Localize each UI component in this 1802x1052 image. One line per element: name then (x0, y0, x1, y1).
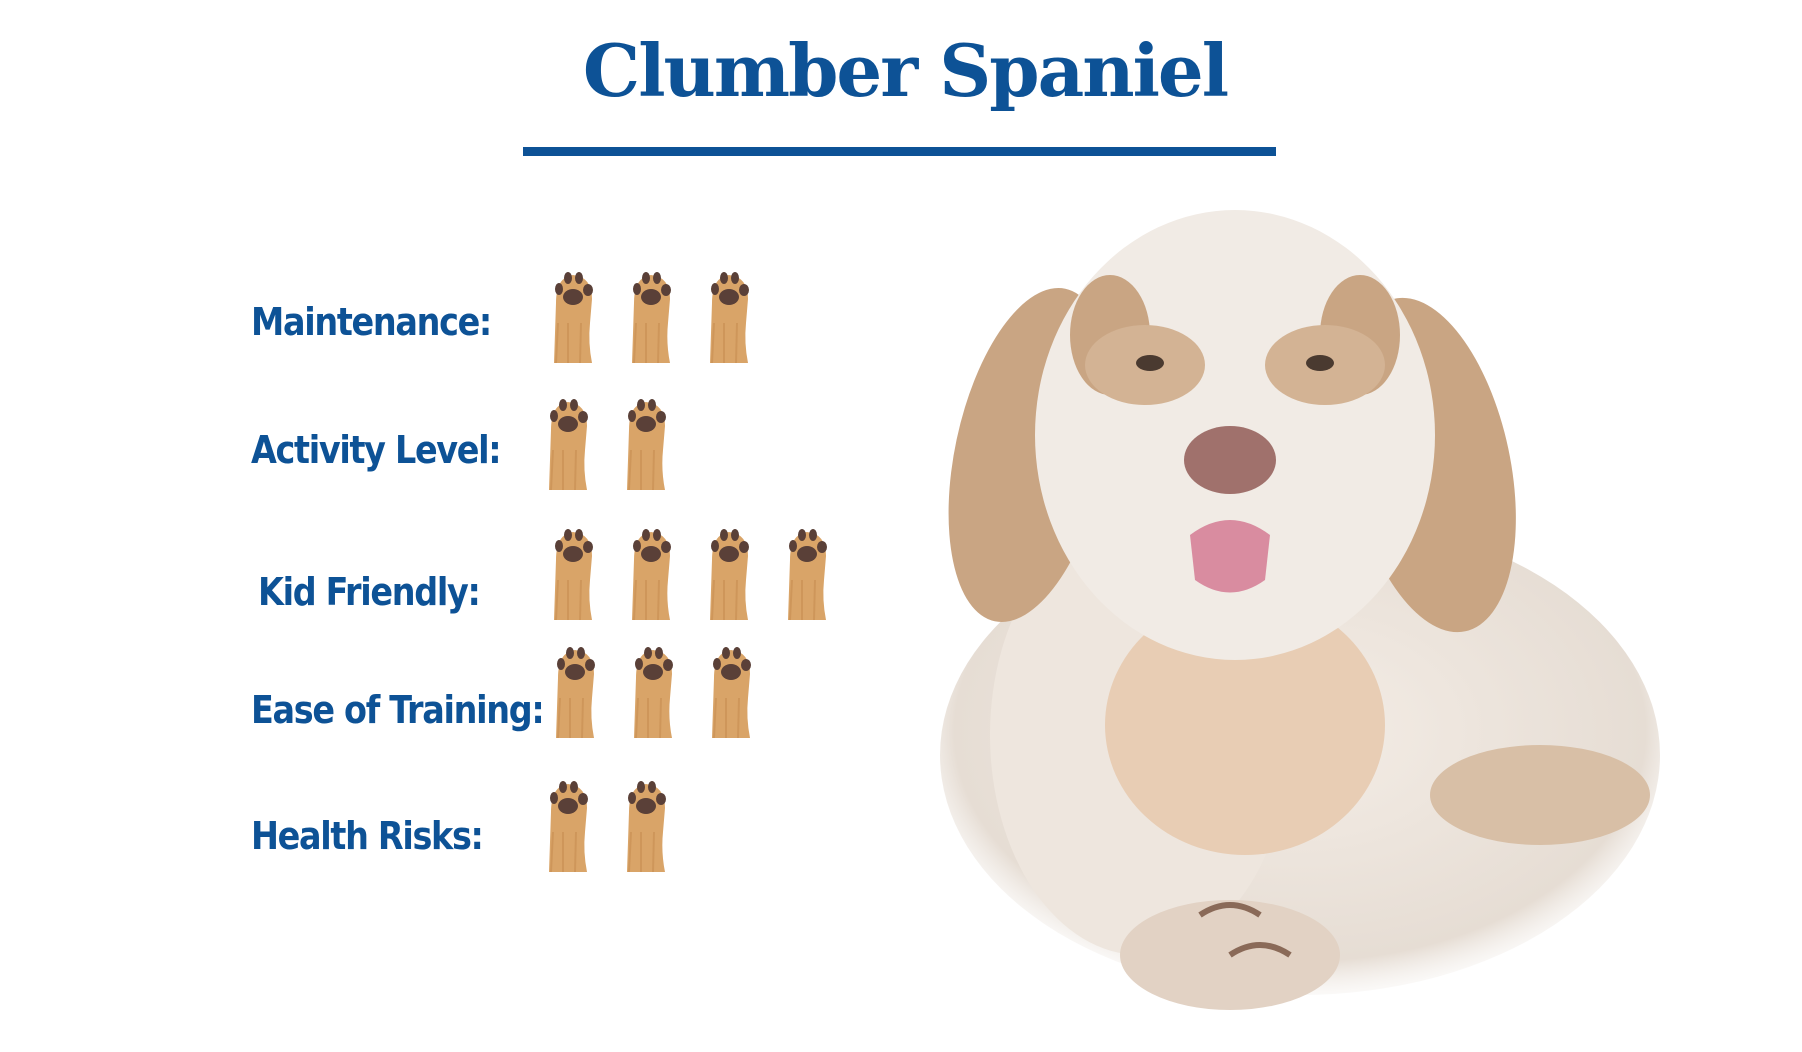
rating-paws-activity-level (543, 390, 671, 491)
rating-label-maintenance: Maintenance: (251, 300, 492, 344)
paw-icon (626, 263, 676, 364)
page-title: Clumber Spaniel (582, 28, 1229, 113)
paw-icon (621, 390, 671, 491)
paw-icon (550, 638, 600, 739)
rating-paws-maintenance (548, 263, 754, 364)
rating-paws-health-risks (543, 772, 671, 873)
clumber-spaniel-photo (940, 210, 1660, 1010)
paw-icon (782, 520, 832, 621)
paw-icon (704, 520, 754, 621)
paw-icon (704, 263, 754, 364)
paw-icon (548, 263, 598, 364)
paw-icon (626, 520, 676, 621)
paw-icon (621, 772, 671, 873)
rating-paws-kid-friendly (548, 520, 832, 621)
rating-paws-ease-of-training (550, 638, 756, 739)
paw-icon (543, 772, 593, 873)
paw-icon (706, 638, 756, 739)
title-underline (523, 147, 1276, 156)
paw-icon (543, 390, 593, 491)
paw-icon (628, 638, 678, 739)
rating-label-kid-friendly: Kid Friendly: (258, 570, 481, 614)
paw-icon (548, 520, 598, 621)
rating-label-activity-level: Activity Level: (251, 428, 502, 472)
rating-label-health-risks: Health Risks: (251, 814, 484, 858)
rating-label-ease-of-training: Ease of Training: (251, 688, 545, 732)
